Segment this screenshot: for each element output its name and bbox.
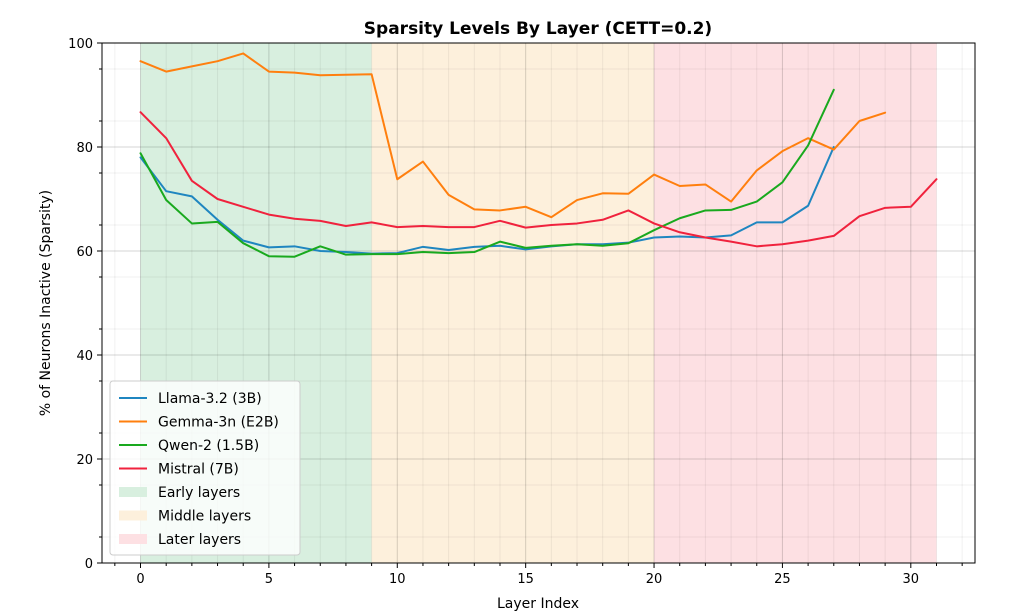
legend-label: Mistral (7B) [158,462,239,478]
plot-frame [101,42,976,564]
legend-swatch [119,534,147,544]
y-tick-label: 60 [76,245,93,260]
region-2 [371,43,655,563]
series-line-3 [139,88,835,258]
chart-title: Sparsity Levels By Layer (CETT=0.2) [364,19,712,39]
series-line-4 [139,111,938,248]
x-tick-labels: 0 5 10 15 20 25 30 [136,572,919,587]
layer-regions [140,43,937,563]
x-axis-label: Layer Index [497,596,579,612]
series-line-2 [139,52,887,219]
x-tick-label: 20 [646,572,663,587]
legend-label: Middle layers [158,509,251,525]
x-tick-label: 0 [136,572,144,587]
x-tick-label: 30 [903,572,920,587]
legend-label: Later layers [158,532,241,548]
legend-swatch [119,510,147,521]
x-tick-label: 10 [389,572,406,587]
series-lines [139,52,938,258]
legend-swatch [119,487,147,497]
y-tick-label: 20 [76,453,93,468]
y-tick-label: 100 [68,37,93,52]
x-tick-label: 5 [265,572,273,587]
x-tick-label: 15 [517,572,534,587]
y-tick-label: 0 [85,557,93,572]
y-axis-label: % of Neurons Inactive (Sparsity) [38,190,54,416]
y-tick-label: 40 [76,349,93,364]
x-tick-label: 25 [774,572,791,587]
legend-label: Early layers [158,485,240,501]
axis-ticks [97,42,963,568]
y-tick-label: 80 [76,141,93,156]
legend-label: Gemma-3n (E2B) [158,415,279,431]
legend-label: Llama-3.2 (3B) [158,391,262,407]
legend-label: Qwen-2 (1.5B) [158,438,259,454]
y-tick-labels: 0 20 40 60 80 100 [68,37,93,572]
legend: Llama-3.2 (3B) Gemma-3n (E2B) Qwen-2 (1.5B… [109,380,301,556]
region-3 [654,43,937,563]
legend-box [109,380,301,556]
